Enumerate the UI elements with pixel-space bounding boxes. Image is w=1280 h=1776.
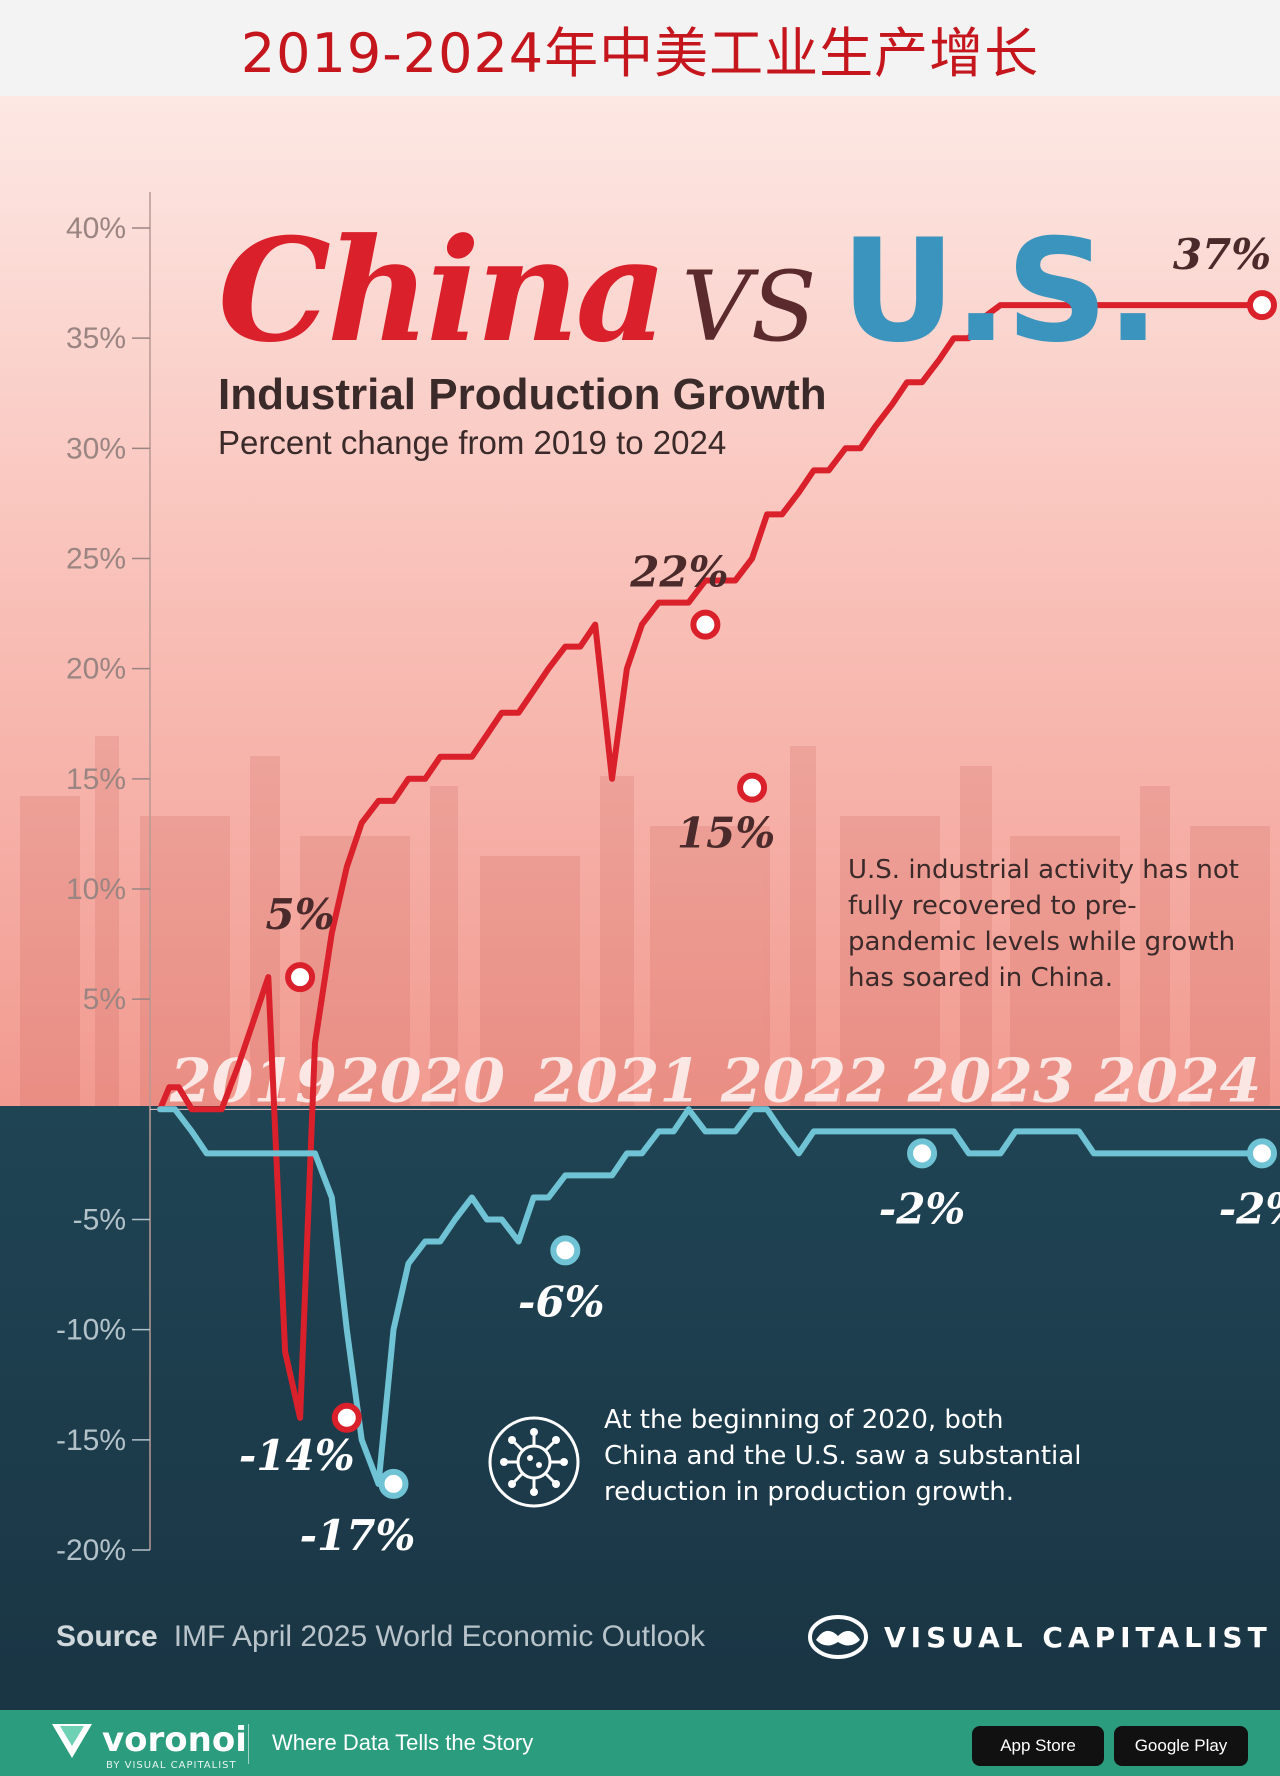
x-tick-label: 2022 — [720, 1046, 888, 1116]
app-store-button[interactable]: App Store — [972, 1726, 1104, 1766]
chart-subtitle: Industrial Production Growth — [218, 370, 827, 419]
x-axis: 2019 2020 2021 2022 2023 2024 — [169, 1046, 1262, 1116]
negative-background — [0, 1106, 1280, 1710]
y-tick-label: -5% — [73, 1204, 126, 1237]
y-tick-label: -15% — [56, 1424, 126, 1457]
source-text: IMF April 2025 World Economic Outlook — [173, 1620, 706, 1653]
data-marker — [331, 1402, 362, 1433]
data-marker — [285, 962, 316, 993]
visual-capitalist-logo-icon — [808, 1615, 868, 1659]
y-tick-label: -20% — [56, 1534, 126, 1567]
visual-capitalist-text: VISUAL CAPITALIST — [884, 1620, 1272, 1654]
chart-description: Percent change from 2019 to 2024 — [218, 424, 727, 461]
marker-layer — [285, 290, 1277, 1499]
y-tick-label: 40% — [66, 212, 126, 245]
x-tick-label: 2020 — [337, 1046, 505, 1116]
data-label: -6% — [518, 1277, 605, 1326]
data-marker — [690, 609, 721, 640]
annotation-covid: At the beginning of 2020, both China and… — [604, 1405, 1082, 1507]
series-line-us — [157, 1106, 1265, 1487]
source-label: Source — [56, 1620, 158, 1653]
google-play-button[interactable]: Google Play — [1114, 1726, 1248, 1766]
footer-divider — [248, 1724, 249, 1764]
voronoi-logo-icon — [52, 1724, 92, 1758]
app-store-label: App Store — [1000, 1736, 1076, 1755]
positive-background — [0, 96, 1280, 1106]
data-label: 37% — [1173, 230, 1271, 279]
y-tick-label: 30% — [66, 432, 126, 465]
data-label: -17% — [300, 1511, 416, 1560]
data-marker — [907, 1138, 938, 1169]
data-marker — [1247, 1138, 1277, 1169]
data-marker — [1247, 290, 1277, 321]
y-tick-label: 35% — [66, 322, 126, 355]
data-label: -2% — [1219, 1184, 1280, 1233]
y-tick-label: 15% — [66, 763, 126, 796]
banner: 2019-2024年中美工业生产增长 — [0, 0, 1280, 96]
data-label: 15% — [677, 809, 775, 858]
title-china: China — [218, 208, 667, 374]
y-tick-label: 20% — [66, 653, 126, 686]
y-tick-label: 10% — [66, 873, 126, 906]
factory-silhouette — [20, 736, 1270, 1106]
virus-icon — [488, 1416, 580, 1508]
data-marker — [550, 1235, 581, 1266]
x-tick-label: 2023 — [907, 1046, 1075, 1116]
title-us: U.S. — [840, 209, 1160, 374]
y-tick-label: 25% — [66, 543, 126, 576]
banner-title: 2019-2024年中美工业生产增长 — [240, 21, 1040, 85]
data-label: -14% — [239, 1431, 355, 1480]
y-tick-label: 5% — [83, 983, 126, 1016]
data-label: 22% — [629, 548, 728, 597]
x-tick-label: 2019 — [169, 1046, 337, 1116]
source-line: Source IMF April 2025 World Economic Outl… — [56, 1620, 705, 1654]
footer: voronoi BY VISUAL CAPITALIST Where Data … — [0, 1710, 1280, 1776]
title-vs: VS — [681, 251, 817, 363]
y-axis: 40% 35% 30% 25% 20% 15% 10% 5% -5% -10% -15% -20% — [56, 192, 1280, 1567]
data-marker — [378, 1468, 409, 1499]
voronoi-brand-name: voronoi — [102, 1720, 247, 1760]
google-play-label: Google Play — [1134, 1736, 1228, 1755]
chart-title: China VS U.S. — [218, 208, 1160, 374]
series-layer — [157, 302, 1265, 1487]
data-label: -2% — [879, 1184, 966, 1233]
visual-capitalist-logo: VISUAL CAPITALIST — [808, 1614, 1272, 1660]
chart-svg: 40% 35% 30% 25% 20% 15% 10% 5% -5% -10% -15% -20% 2… — [0, 96, 1280, 1710]
voronoi-brand-sub: BY VISUAL CAPITALIST — [106, 1760, 237, 1771]
x-tick-label: 2021 — [533, 1046, 701, 1116]
data-marker — [737, 772, 768, 803]
chart-area: 40% 35% 30% 25% 20% 15% 10% 5% -5% -10% -15% -20% 2… — [0, 96, 1280, 1710]
voronoi-brand[interactable]: voronoi — [50, 1720, 247, 1760]
data-label: 5% — [266, 890, 335, 939]
label-layer: 5% -14% 22% 15% 37% -17% -6% -2% -2% — [239, 230, 1280, 1560]
annotation-us-recovery: U.S. industrial activity has not fully r… — [848, 855, 1239, 993]
x-tick-label: 2024 — [1093, 1046, 1261, 1116]
footer-tagline: Where Data Tells the Story — [272, 1730, 534, 1755]
y-tick-label: -10% — [56, 1314, 126, 1347]
series-line-china — [157, 302, 1265, 1421]
